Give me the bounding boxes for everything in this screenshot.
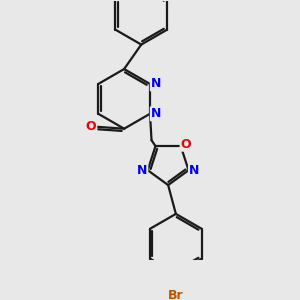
Text: N: N xyxy=(137,164,147,177)
Text: Br: Br xyxy=(168,290,184,300)
Text: O: O xyxy=(86,120,96,133)
Text: N: N xyxy=(151,107,161,120)
Text: N: N xyxy=(151,77,161,90)
Text: O: O xyxy=(181,138,191,151)
Text: N: N xyxy=(189,164,199,177)
